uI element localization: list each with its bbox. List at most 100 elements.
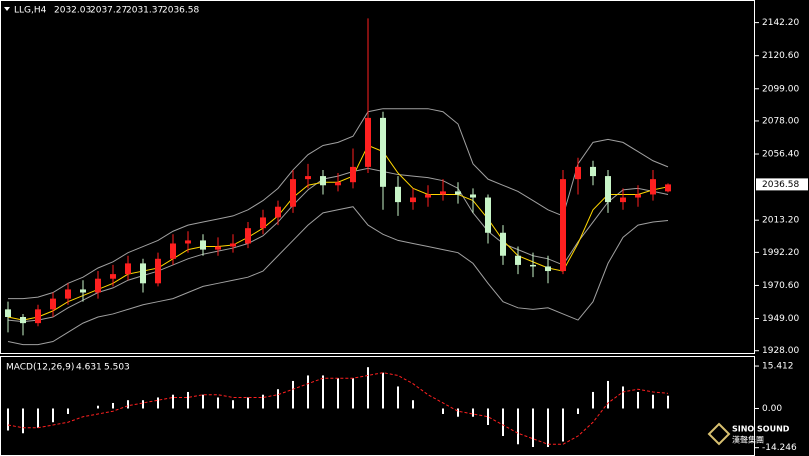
macd-bar <box>37 408 39 428</box>
candle-body <box>215 246 221 250</box>
ohlc-high: 2037.27 <box>90 6 127 16</box>
candle-body <box>575 166 581 180</box>
macd-label: MACD(12,26,9) <box>6 363 74 373</box>
logo-icon <box>707 422 731 446</box>
candle-body <box>50 298 56 310</box>
macd-bar <box>577 408 579 414</box>
y-tick-label: 1949.00 <box>762 314 799 324</box>
y-tick-label: 1970.60 <box>762 281 799 291</box>
candle-body <box>650 179 656 195</box>
macd-bar <box>547 408 549 448</box>
macd-bar <box>652 394 654 409</box>
candle-body <box>665 184 671 192</box>
candle-body <box>395 186 401 203</box>
macd-value: 4.631 <box>76 363 102 373</box>
macd-bar <box>67 408 69 414</box>
price-label-bg <box>756 178 808 191</box>
candle-body <box>635 194 641 198</box>
y-tick-label: -14.246 <box>762 443 797 453</box>
macd-bar <box>217 397 219 409</box>
macd-bar <box>502 408 504 437</box>
candle-body <box>95 278 101 293</box>
macd-bar <box>97 405 99 409</box>
macd-bar <box>247 397 249 409</box>
candle-body <box>185 240 191 244</box>
candle-body <box>620 197 626 203</box>
candle-body <box>545 266 551 272</box>
candle-body <box>410 197 416 203</box>
menu-arrow <box>4 7 10 11</box>
macd-bar <box>457 408 459 417</box>
macd-bar <box>352 378 354 409</box>
candle-body <box>335 182 341 186</box>
macd-bar <box>7 408 9 431</box>
bollinger-lower <box>7 206 669 346</box>
candle-body <box>380 117 386 187</box>
macd-bar <box>22 408 24 434</box>
macd-bar <box>187 391 189 409</box>
main-frame <box>0 0 755 354</box>
candle-body <box>485 197 491 233</box>
macd-bar <box>442 408 444 414</box>
logo-name: SINO SOUND <box>732 425 790 434</box>
macd-bar <box>667 395 669 409</box>
macd-bar <box>607 380 609 409</box>
candle-body <box>170 243 176 259</box>
macd-bar <box>622 386 624 409</box>
candle-body <box>110 274 116 279</box>
candle-body <box>65 289 71 299</box>
signal-value: 5.503 <box>104 363 130 373</box>
candle-body <box>245 228 251 244</box>
candle-body <box>290 179 296 207</box>
macd-bar <box>367 367 369 409</box>
y-tick-label: 1928.00 <box>762 346 799 356</box>
candle-body <box>365 117 371 167</box>
macd-bar <box>397 386 399 409</box>
ohlc-open: 2032.03 <box>54 6 91 16</box>
macd-bar <box>532 408 534 448</box>
macd-bar <box>142 400 144 409</box>
macd-bar <box>277 389 279 409</box>
macd-bar <box>202 394 204 409</box>
candle-body <box>500 232 506 256</box>
candle-body <box>305 176 311 180</box>
macd-bar <box>412 400 414 409</box>
macd-bar <box>337 378 339 409</box>
candle-body <box>530 264 536 267</box>
candle-body <box>35 309 41 324</box>
y-tick-label: 0.00 <box>762 404 782 414</box>
macd-bar <box>562 408 564 442</box>
candle-body <box>320 176 326 186</box>
logo: SINO SOUND 漢聲集團 <box>707 422 790 446</box>
candle-body <box>440 191 446 195</box>
candle-body <box>515 255 521 265</box>
macd-bar <box>382 372 384 409</box>
macd-bar <box>52 408 54 423</box>
candle-body <box>80 289 86 293</box>
y-tick-label: 15.412 <box>762 362 794 372</box>
candle-body <box>155 258 161 284</box>
ohlc-close: 2036.58 <box>162 6 199 16</box>
candle-body <box>200 240 206 250</box>
macd-bar <box>637 391 639 409</box>
y-tick-label: 1992.20 <box>762 248 799 258</box>
macd-bar <box>112 402 114 409</box>
candle-body <box>20 317 26 324</box>
candle-body <box>5 309 11 318</box>
y-tick-label: 2078.00 <box>762 116 799 126</box>
bollinger-upper <box>8 108 669 300</box>
candle-body <box>425 194 431 198</box>
macd-bar <box>172 394 174 409</box>
macd-bar <box>487 408 489 425</box>
macd-bar <box>592 391 594 409</box>
logo-subtitle: 漢聲集團 <box>732 435 764 445</box>
macd-bar <box>157 397 159 409</box>
macd-bar <box>307 375 309 409</box>
macd-bar <box>232 400 234 409</box>
y-tick-label: 2013.20 <box>762 216 799 226</box>
candle-body <box>455 191 461 195</box>
macd-bar <box>292 380 294 409</box>
candle-body <box>590 166 596 177</box>
candle-body <box>275 206 281 218</box>
signal-line <box>7 372 669 445</box>
